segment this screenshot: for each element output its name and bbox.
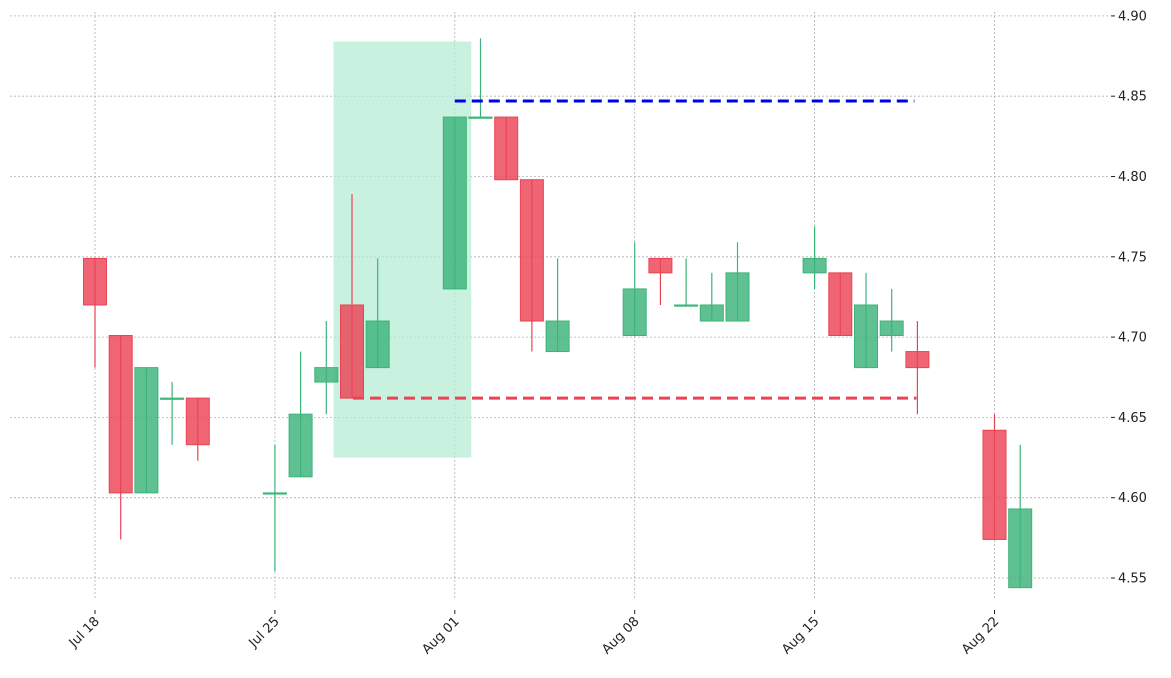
x-tick-label: Jul 25 <box>246 614 283 651</box>
x-tick-label: Aug 08 <box>599 614 642 657</box>
candle-body <box>905 351 930 369</box>
candle-body <box>160 397 185 400</box>
candle-body <box>108 334 133 494</box>
candle-body <box>83 257 107 306</box>
y-tick-label: 4.90 <box>1118 9 1147 24</box>
candle-body <box>1008 508 1033 589</box>
candle-body <box>545 320 570 353</box>
axis-layer: 4.55 4.60 4.65 4.70 4.75 4.80 4.85 4.90 Jul 18 Ju… <box>66 9 1147 657</box>
x-tick-label: Aug 01 <box>419 614 462 657</box>
y-tick-label: 4.75 <box>1118 250 1147 265</box>
candle-body <box>442 116 467 290</box>
candle-body <box>725 272 750 322</box>
candle-body <box>185 397 210 446</box>
y-tick-label: 4.85 <box>1118 90 1147 105</box>
candle-body <box>802 257 827 274</box>
candles-layer <box>83 38 1033 589</box>
y-tick-label: 4.70 <box>1118 331 1147 346</box>
candle-body <box>648 257 673 274</box>
x-tick-label: Aug 15 <box>779 614 822 657</box>
candle-body <box>365 320 390 369</box>
candle-body <box>699 304 724 322</box>
x-tick-label: Jul 18 <box>66 614 103 651</box>
candle-body <box>828 272 853 336</box>
candle-body <box>519 179 544 322</box>
candle-body <box>674 304 699 307</box>
candle-body <box>340 304 364 399</box>
candle-body <box>854 304 878 369</box>
candle-body <box>468 116 493 119</box>
level-lines-layer <box>353 99 917 400</box>
candle-body <box>314 367 339 383</box>
candle-body <box>982 429 1007 540</box>
candle-body <box>288 413 313 478</box>
candle-body <box>262 492 287 495</box>
candle-body <box>879 320 904 336</box>
y-tick-label: 4.80 <box>1118 170 1147 185</box>
y-tick-label: 4.55 <box>1118 572 1147 587</box>
candle-body <box>622 288 647 336</box>
y-tick-label: 4.60 <box>1118 491 1147 506</box>
y-tick-label: 4.65 <box>1118 411 1147 426</box>
candle-body <box>494 116 519 181</box>
candle-body <box>134 367 159 494</box>
x-tick-label: Aug 22 <box>959 614 1002 657</box>
